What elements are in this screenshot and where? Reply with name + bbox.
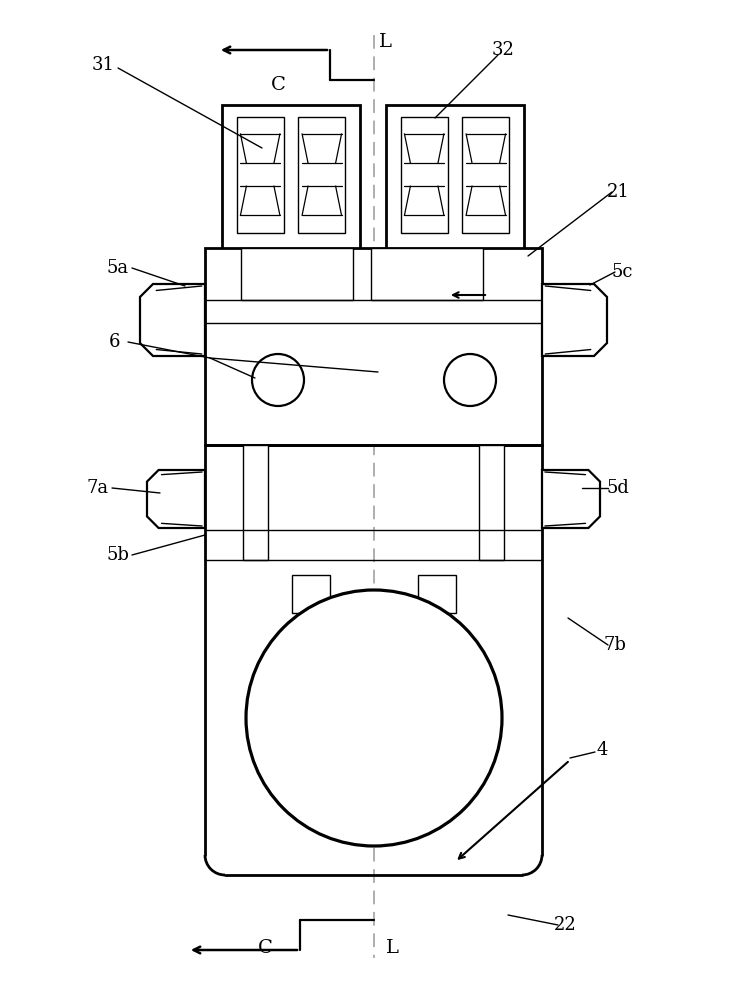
Bar [292,575,330,613]
Text: 6: 6 [109,333,120,351]
Text: 4: 4 [596,741,607,759]
Text: 22: 22 [554,916,577,934]
Text: 5d: 5d [607,479,629,497]
Circle shape [444,354,496,406]
Text: C: C [271,76,286,94]
Text: 21: 21 [607,183,629,201]
Text: L: L [385,939,399,957]
Text: 7b: 7b [604,636,626,654]
Bar [222,105,360,250]
Circle shape [246,590,502,846]
Bar [243,445,268,560]
Polygon shape [140,284,205,356]
Polygon shape [542,470,600,528]
Text: 31: 31 [91,56,114,74]
Bar [401,117,447,233]
Bar [462,117,509,233]
Text: L: L [378,33,391,51]
Bar [386,105,524,250]
Bar [236,117,283,233]
Text: 5a: 5a [107,259,129,277]
Bar [205,248,542,445]
Bar [479,445,504,560]
Text: 5c: 5c [611,263,633,281]
Bar [371,248,483,300]
Polygon shape [147,470,205,528]
Text: 7a: 7a [87,479,109,497]
Circle shape [252,354,304,406]
Bar [298,117,346,233]
Text: 5b: 5b [106,546,129,564]
Bar [241,248,353,300]
Text: C: C [257,939,272,957]
Text: 32: 32 [491,41,515,59]
Polygon shape [542,284,607,356]
Bar [418,575,456,613]
